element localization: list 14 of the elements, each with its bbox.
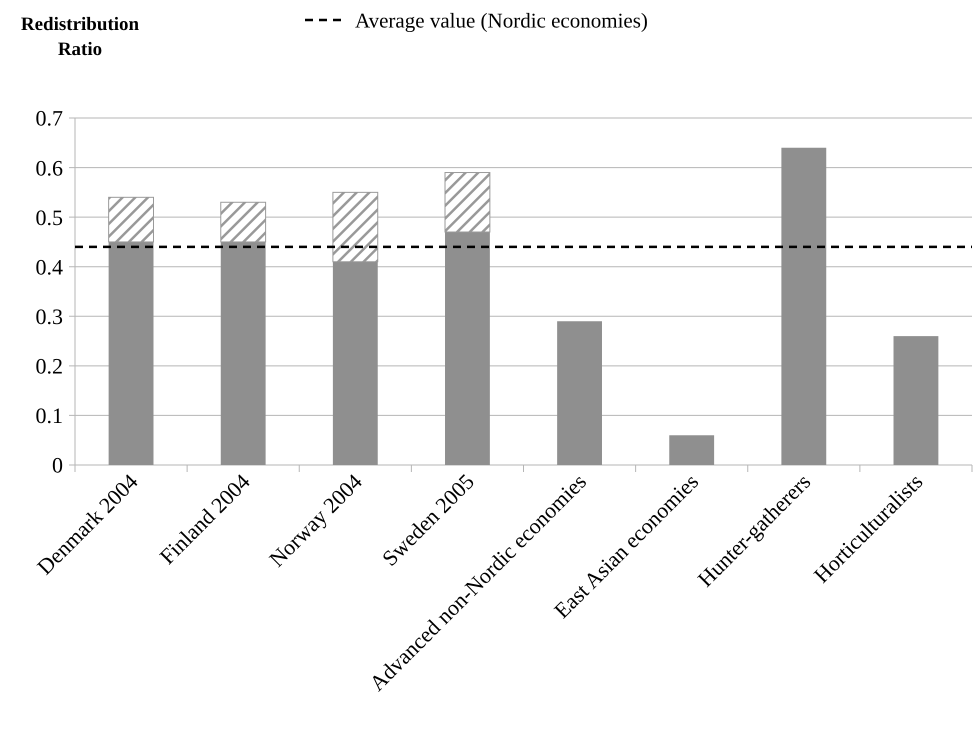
y-tick-label: 0.6 bbox=[36, 155, 63, 180]
y-tick-label: 0.3 bbox=[36, 304, 63, 329]
y-axis-title: Redistribution Ratio bbox=[20, 14, 140, 60]
bar bbox=[557, 321, 602, 465]
y-tick-label: 0.5 bbox=[36, 204, 63, 230]
y-tick-label: 0.2 bbox=[36, 354, 63, 379]
y-tick-label: 0.7 bbox=[36, 106, 63, 131]
y-tick-label: 0 bbox=[52, 452, 63, 478]
y-tick-label: 0.1 bbox=[36, 403, 63, 428]
bar bbox=[781, 148, 826, 465]
bar bbox=[894, 336, 938, 465]
bar bbox=[669, 435, 714, 465]
legend-label: Average value (Nordic economies) bbox=[355, 8, 648, 32]
y-tick-label: 0.4 bbox=[36, 254, 63, 280]
